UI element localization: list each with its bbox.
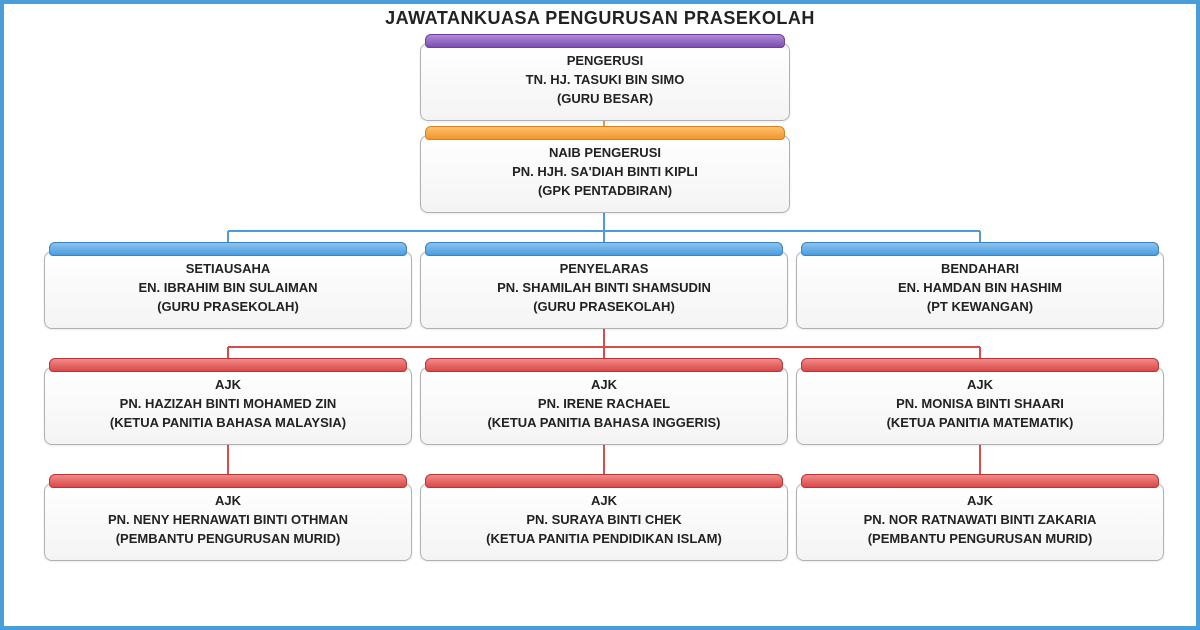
role-note: (KETUA PANITIA PENDIDIKAN ISLAM)	[431, 530, 777, 549]
person-name: TN. HJ. TASUKI BIN SIMO	[431, 71, 779, 90]
tab-ajk	[425, 474, 783, 488]
tab-ajk	[49, 358, 407, 372]
role-label: AJK	[431, 376, 777, 395]
node-pengerusi: PENGERUSI TN. HJ. TASUKI BIN SIMO (GURU …	[420, 43, 790, 121]
node-ajk1: AJK PN. HAZIZAH BINTI MOHAMED ZIN (KETUA…	[44, 367, 412, 445]
role-label: NAIB PENGERUSI	[431, 144, 779, 163]
node-ajk6: AJK PN. NOR RATNAWATI BINTI ZAKARIA (PEM…	[796, 483, 1164, 561]
node-ajk5: AJK PN. SURAYA BINTI CHEK (KETUA PANITIA…	[420, 483, 788, 561]
role-note: (GPK PENTADBIRAN)	[431, 182, 779, 201]
tab-naib	[425, 126, 785, 140]
person-name: PN. IRENE RACHAEL	[431, 395, 777, 414]
node-ajk3: AJK PN. MONISA BINTI SHAARI (KETUA PANIT…	[796, 367, 1164, 445]
person-name: PN. MONISA BINTI SHAARI	[807, 395, 1153, 414]
role-label: AJK	[807, 492, 1153, 511]
role-label: BENDAHARI	[807, 260, 1153, 279]
role-label: PENGERUSI	[431, 52, 779, 71]
node-ajk2: AJK PN. IRENE RACHAEL (KETUA PANITIA BAH…	[420, 367, 788, 445]
role-label: AJK	[431, 492, 777, 511]
role-note: (GURU PRASEKOLAH)	[55, 298, 401, 317]
role-note: (GURU BESAR)	[431, 90, 779, 109]
role-label: AJK	[55, 376, 401, 395]
person-name: PN. SURAYA BINTI CHEK	[431, 511, 777, 530]
node-ajk4: AJK PN. NENY HERNAWATI BINTI OTHMAN (PEM…	[44, 483, 412, 561]
person-name: PN. HAZIZAH BINTI MOHAMED ZIN	[55, 395, 401, 414]
role-label: AJK	[55, 492, 401, 511]
role-label: AJK	[807, 376, 1153, 395]
role-note: (KETUA PANITIA BAHASA INGGERIS)	[431, 414, 777, 433]
person-name: PN. NOR RATNAWATI BINTI ZAKARIA	[807, 511, 1153, 530]
page-title: JAWATANKUASA PENGURUSAN PRASEKOLAH	[4, 4, 1196, 35]
role-note: (GURU PRASEKOLAH)	[431, 298, 777, 317]
person-name: PN. HJH. SA'DIAH BINTI KIPLI	[431, 163, 779, 182]
tab-ajk	[49, 474, 407, 488]
role-label: PENYELARAS	[431, 260, 777, 279]
person-name: EN. HAMDAN BIN HASHIM	[807, 279, 1153, 298]
tab-ajk	[801, 358, 1159, 372]
org-chart: PENGERUSI TN. HJ. TASUKI BIN SIMO (GURU …	[4, 35, 1196, 625]
node-bendahari: BENDAHARI EN. HAMDAN BIN HASHIM (PT KEWA…	[796, 251, 1164, 329]
tab-pengerusi	[425, 34, 785, 48]
role-note: (KETUA PANITIA MATEMATIK)	[807, 414, 1153, 433]
tab-setiausaha	[49, 242, 407, 256]
role-note: (PEMBANTU PENGURUSAN MURID)	[807, 530, 1153, 549]
role-note: (PEMBANTU PENGURUSAN MURID)	[55, 530, 401, 549]
role-note: (KETUA PANITIA BAHASA MALAYSIA)	[55, 414, 401, 433]
node-naib-pengerusi: NAIB PENGERUSI PN. HJH. SA'DIAH BINTI KI…	[420, 135, 790, 213]
node-setiausaha: SETIAUSAHA EN. IBRAHIM BIN SULAIMAN (GUR…	[44, 251, 412, 329]
person-name: PN. SHAMILAH BINTI SHAMSUDIN	[431, 279, 777, 298]
person-name: PN. NENY HERNAWATI BINTI OTHMAN	[55, 511, 401, 530]
role-note: (PT KEWANGAN)	[807, 298, 1153, 317]
tab-ajk	[801, 474, 1159, 488]
person-name: EN. IBRAHIM BIN SULAIMAN	[55, 279, 401, 298]
role-label: SETIAUSAHA	[55, 260, 401, 279]
node-penyelaras: PENYELARAS PN. SHAMILAH BINTI SHAMSUDIN …	[420, 251, 788, 329]
tab-bendahari	[801, 242, 1159, 256]
tab-ajk	[425, 358, 783, 372]
tab-penyelaras	[425, 242, 783, 256]
